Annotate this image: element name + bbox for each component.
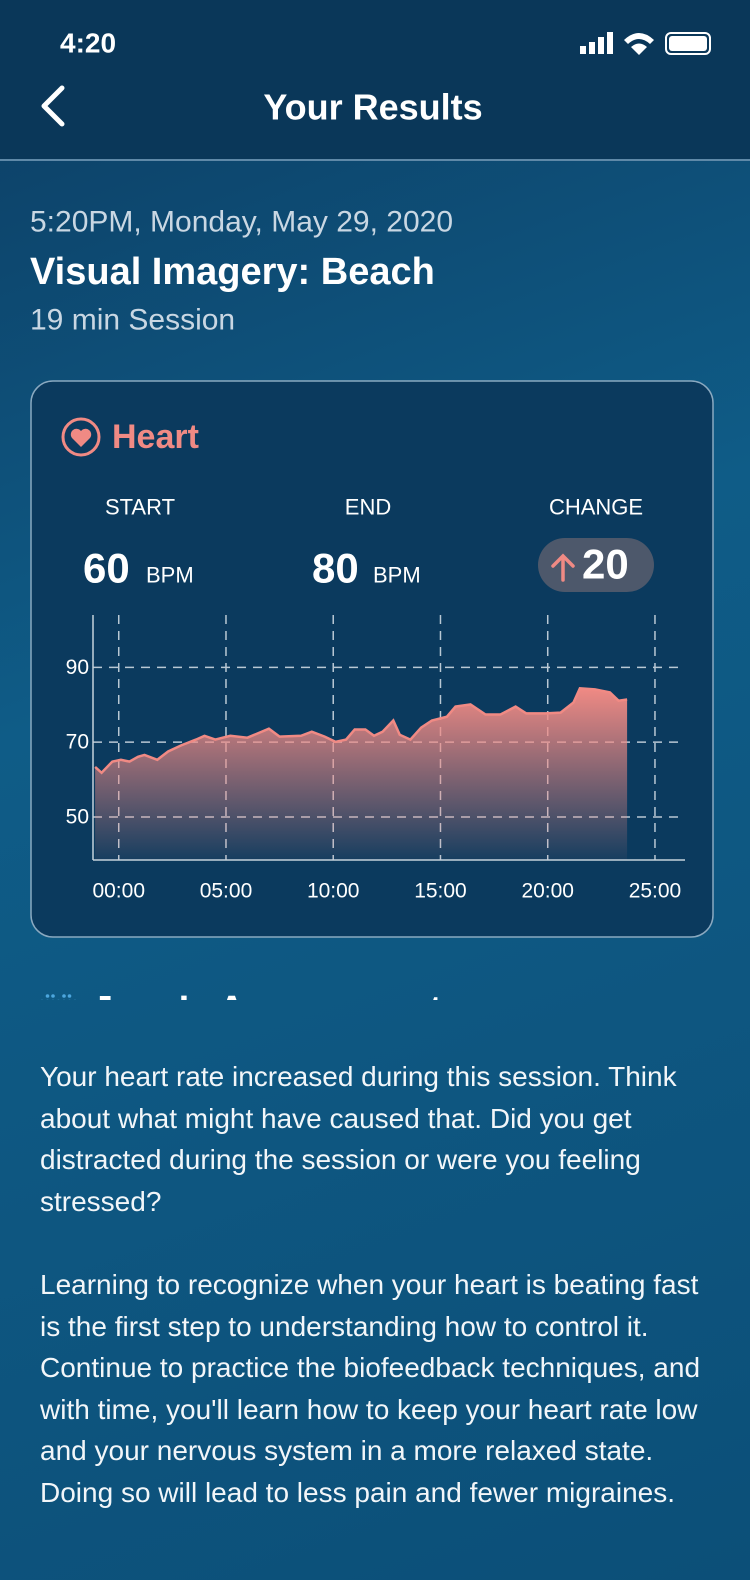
juva-icon: [41, 994, 76, 1000]
x-tick-label: 10:00: [307, 880, 360, 903]
heart-icon: [61, 417, 101, 457]
card-title: Heart: [112, 418, 199, 456]
stat-unit: BPM: [146, 563, 194, 588]
assessment-paragraph: Learning to recognize when your heart is…: [40, 1269, 701, 1508]
screen: 4:20 Your Results 5:20PM, Monday, May 29…: [0, 0, 750, 1000]
icon-dot: [51, 994, 55, 998]
x-tick-label: 05:00: [200, 880, 253, 903]
x-tick-label: 25:00: [629, 880, 682, 903]
session-datetime: 5:20PM, Monday, May 29, 2020: [30, 206, 453, 239]
status-time: 4:20: [60, 28, 116, 59]
assessment-title: Juva’s Assessment: [92, 989, 442, 1000]
change-value: 20: [582, 541, 629, 588]
up-arrow: [551, 553, 575, 582]
y-tick-label: 50: [66, 805, 89, 828]
stat-label: CHANGE: [549, 495, 643, 520]
change-pill: [538, 538, 654, 592]
assessment-paragraph: Your heart rate increased during this se…: [40, 1061, 677, 1217]
header-title: Your Results: [263, 87, 482, 128]
heart-icon-shape: [70, 428, 92, 447]
stat-value: 60: [83, 545, 130, 592]
line: [94, 686, 628, 775]
session-title: Visual Imagery: Beach: [30, 251, 435, 293]
stat-label: END: [345, 495, 391, 520]
status-icons: [580, 32, 711, 55]
header-bar: [0, 0, 750, 160]
x-tick-label: 00:00: [92, 880, 145, 903]
session-duration: 19 min Session: [30, 304, 235, 337]
x-tick-label: 15:00: [414, 880, 467, 903]
chart: 50 70 90 00:00 05:00 10:00 15:00 20:00 25:00: [66, 615, 685, 903]
area: [95, 688, 628, 860]
icon-dot: [45, 994, 50, 998]
y-tick-label: 90: [66, 656, 89, 679]
y-tick-label: 70: [66, 731, 89, 754]
icon-dot: [62, 994, 66, 998]
stat-unit: BPM: [373, 563, 421, 588]
back-button[interactable]: [41, 85, 65, 127]
x-tick-label: 20:00: [521, 880, 574, 903]
stat-value: 80: [312, 545, 359, 592]
icon-dot: [67, 994, 72, 998]
stat-label: START: [105, 495, 175, 520]
